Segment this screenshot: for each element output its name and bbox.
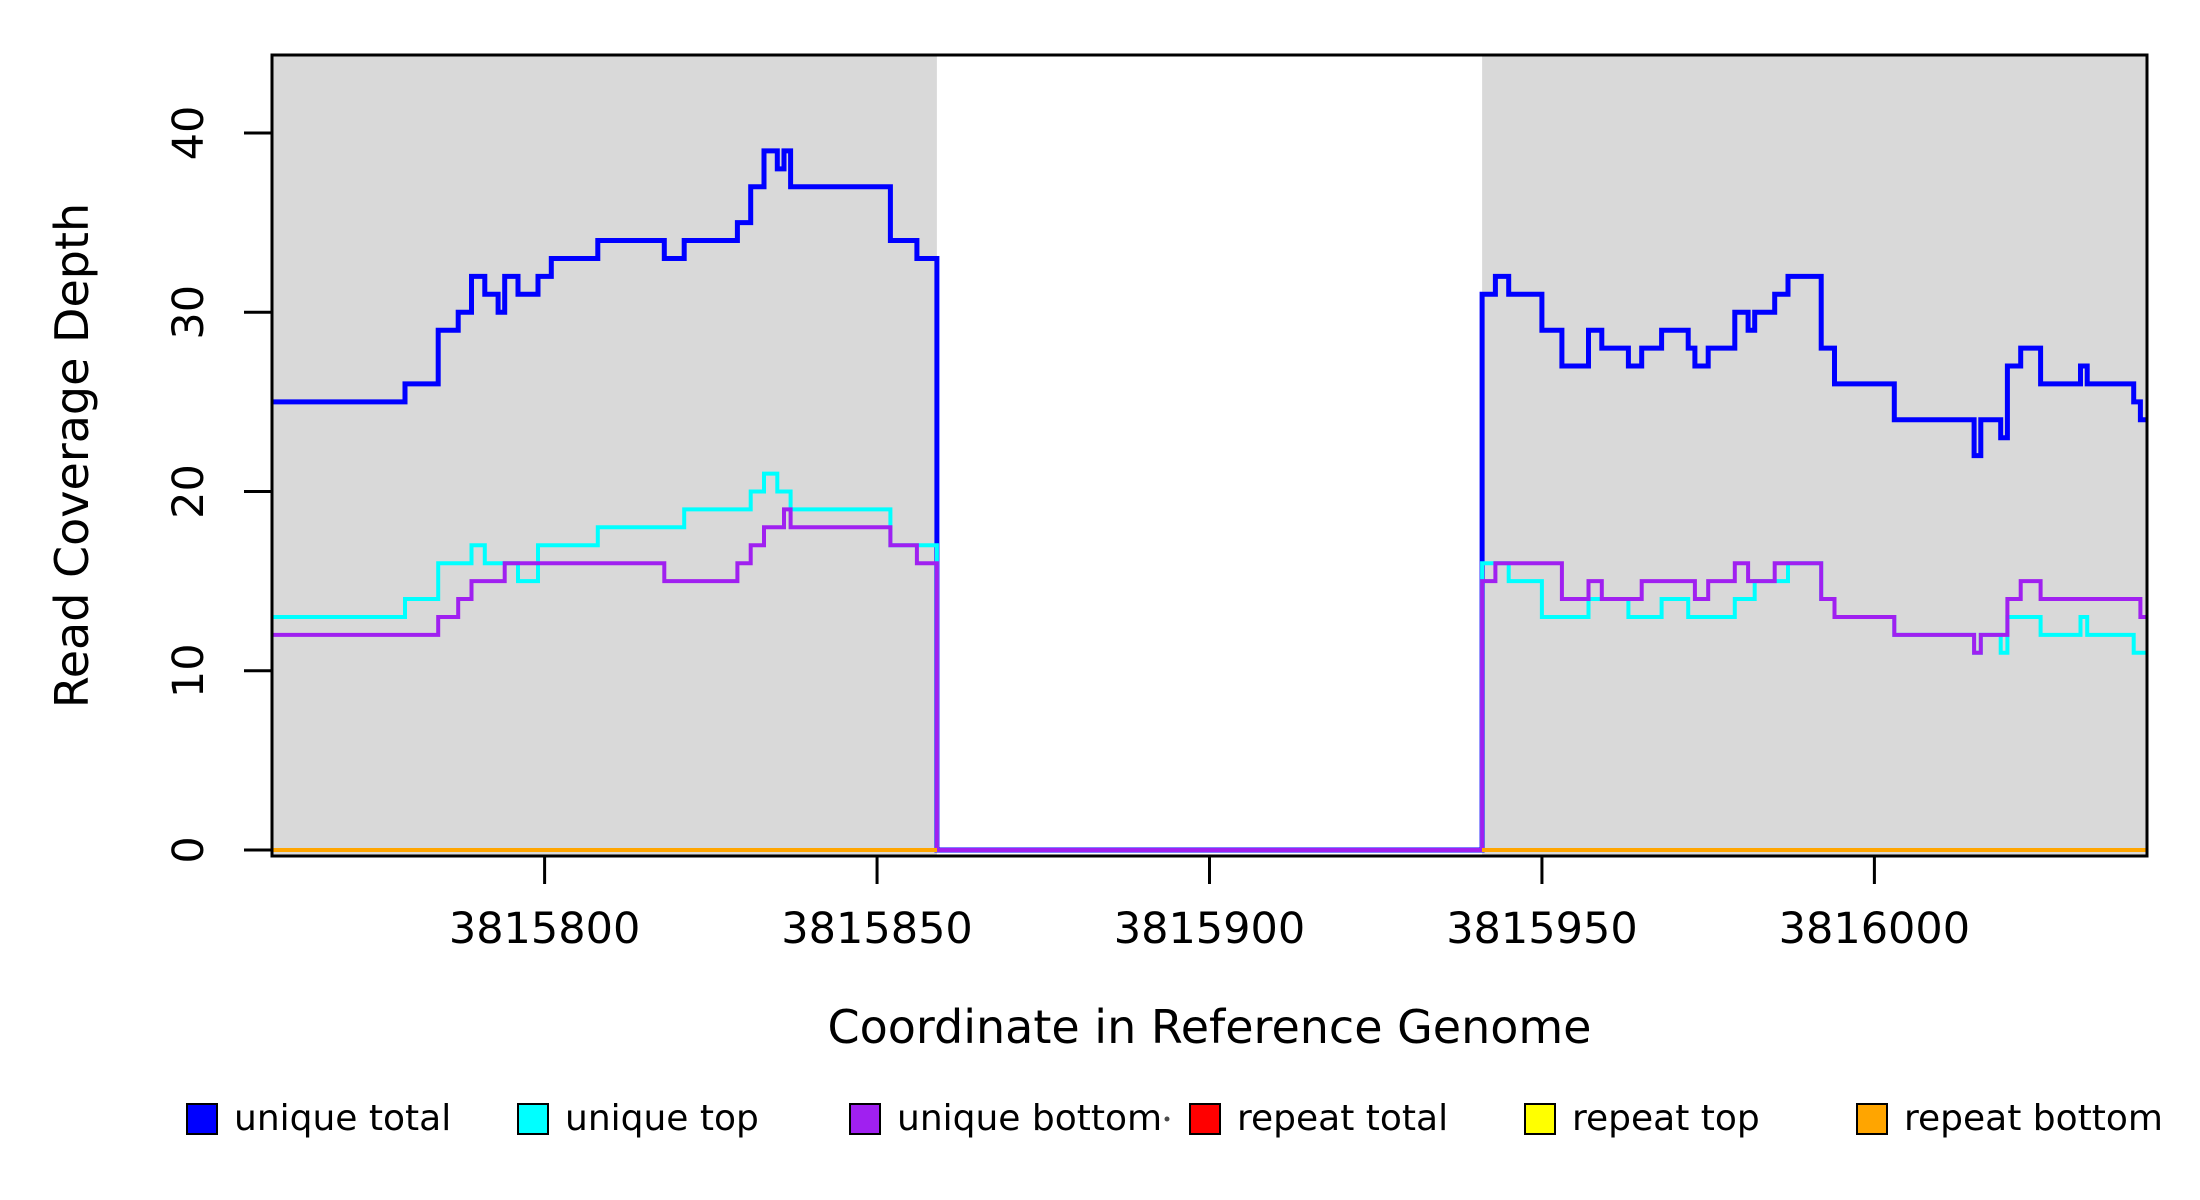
legend: unique total unique top unique bottom repea…	[186, 1098, 2163, 1139]
y-axis-ticks: 0 10 20 30 40	[164, 106, 272, 864]
legend-item-repeat-top: repeat top	[1524, 1098, 1760, 1139]
y-axis-title: Read Coverage Depth	[45, 203, 99, 708]
legend-label-unique-top: unique top	[565, 1098, 759, 1139]
legend-label-repeat-total: repeat total	[1237, 1098, 1448, 1139]
stray-dot-artifact	[1164, 1116, 1170, 1122]
legend-label-unique-total: unique total	[234, 1098, 451, 1139]
y-tick-label-40: 40	[164, 106, 214, 161]
x-tick-label-3815950: 3815950	[1446, 904, 1638, 954]
aligned-region-2	[1482, 55, 2147, 856]
legend-swatch-repeat-top	[1524, 1103, 1556, 1135]
legend-swatch-repeat-bottom	[1856, 1103, 1888, 1135]
y-tick-label-10: 10	[164, 643, 214, 698]
y-tick-label-20: 20	[164, 464, 214, 519]
legend-item-repeat-total: repeat total	[1189, 1098, 1448, 1139]
y-tick-label-30: 30	[164, 285, 214, 340]
y-tick-label-0: 0	[164, 836, 214, 863]
legend-item-unique-top: unique top	[517, 1098, 759, 1139]
aligned-region-shading	[272, 55, 2147, 856]
legend-swatch-unique-bottom	[849, 1103, 881, 1135]
aligned-region-1	[272, 55, 937, 856]
x-tick-label-3815900: 3815900	[1114, 904, 1306, 954]
legend-swatch-unique-total	[186, 1103, 218, 1135]
legend-label-repeat-bottom: repeat bottom	[1904, 1098, 2163, 1139]
series-line-unique-total	[272, 148, 2147, 853]
legend-label-repeat-top: repeat top	[1572, 1098, 1760, 1139]
x-axis-ticks: 3815800 3815850 3815900 3815950 3816000	[449, 856, 1970, 954]
series-line-unique-top	[272, 471, 2147, 852]
series-line-unique-bottom	[272, 507, 2147, 852]
x-axis-title: Coordinate in Reference Genome	[828, 1000, 1592, 1054]
legend-item-unique-total: unique total	[186, 1098, 451, 1139]
x-tick-label-3816000: 3816000	[1779, 904, 1971, 954]
legend-label-unique-bottom: unique bottom	[897, 1098, 1162, 1139]
coverage-step-lines	[272, 148, 2147, 853]
legend-item-repeat-bottom: repeat bottom	[1856, 1098, 2163, 1139]
legend-item-unique-bottom: unique bottom	[849, 1098, 1162, 1139]
x-tick-label-3815850: 3815850	[781, 904, 973, 954]
legend-swatch-unique-top	[517, 1103, 549, 1135]
x-tick-label-3815800: 3815800	[449, 904, 641, 954]
legend-swatch-repeat-total	[1189, 1103, 1221, 1135]
